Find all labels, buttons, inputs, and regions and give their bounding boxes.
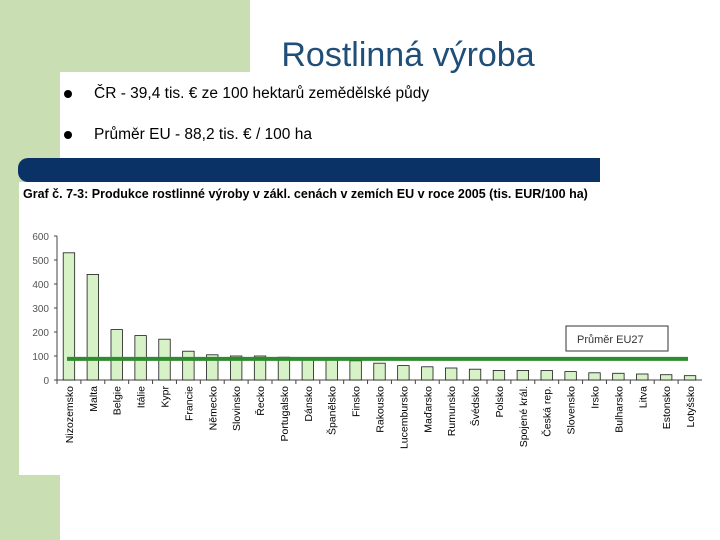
x-tick-label: Dánsko: [303, 386, 315, 422]
x-tick-label: Rumunsko: [446, 386, 458, 436]
x-tick-label: Rakousko: [375, 386, 387, 433]
x-tick-label: Litva: [637, 386, 649, 408]
bar: [636, 373, 649, 381]
bar: [492, 369, 506, 381]
bar: [660, 374, 673, 381]
bar: [110, 329, 123, 381]
x-tick-label: Slovensko: [566, 386, 578, 435]
bar: [397, 365, 410, 381]
y-tick-label: 200: [32, 328, 49, 339]
bar: [683, 375, 697, 381]
x-tick-label: Španělsko: [326, 386, 339, 435]
x-tick-label: Itálie: [136, 386, 148, 408]
bar: [540, 370, 553, 381]
bar-chart: 0 100 200 300 400 500 600 Nizozemsko Malta Belgie…: [32, 232, 702, 449]
x-tick-label: Finsko: [351, 386, 363, 417]
bar: [588, 372, 601, 381]
chart-panel: Graf č. 7-3: Produkce rostlinné výroby v…: [19, 182, 706, 475]
x-tick-label: Spojené král.: [518, 386, 530, 447]
x-tick-label: Slovinsko: [231, 386, 243, 431]
x-tick-label: Řecko: [254, 386, 267, 416]
bar: [182, 350, 195, 381]
y-tick-label: 100: [32, 352, 49, 363]
legend-box: [565, 325, 669, 352]
bar: [62, 252, 76, 381]
bullet-text: Průměr EU - 88,2 tis. € / 100 ha: [94, 126, 312, 143]
chart-title: Graf č. 7-3: Produkce rostlinné výroby v…: [23, 187, 588, 201]
x-tick-label: Německo: [207, 386, 219, 431]
y-tick-label: 300: [32, 304, 49, 315]
x-tick-label: Belgie: [112, 386, 124, 415]
bar: [445, 367, 458, 381]
y-tick-label: 0: [43, 376, 49, 387]
x-tick-label: Bulharsko: [613, 386, 625, 433]
bullet-item: ČR - 39,4 tis. € ze 100 hektarů zeměděls…: [64, 84, 429, 125]
bar: [325, 359, 338, 381]
x-tick-label: Polsko: [494, 386, 506, 418]
x-tick-label: Malta: [88, 386, 100, 412]
x-tick-label: Irsko: [590, 386, 602, 409]
bar: [301, 357, 314, 381]
bar: [86, 274, 99, 381]
bar: [421, 366, 434, 381]
x-tick-label: Portugalsko: [279, 386, 291, 442]
bullet-list: ČR - 39,4 tis. € ze 100 hektarů zeměděls…: [64, 84, 429, 166]
title-box: [250, 0, 720, 80]
bar: [612, 372, 625, 381]
bullet-item: Průměr EU - 88,2 tis. € / 100 ha: [64, 125, 429, 166]
bullet-dot-icon: [64, 131, 72, 139]
x-tick-label: Lucembursko: [398, 386, 410, 449]
x-tick-label: Estonsko: [661, 386, 673, 429]
y-tick-label: 500: [32, 256, 49, 267]
bar: [206, 354, 219, 381]
bar: [468, 368, 482, 381]
y-tick-label: 600: [32, 232, 49, 243]
x-tick-label: Kypr: [160, 386, 172, 408]
bullet-dot-icon: [64, 90, 72, 98]
bullet-text: ČR - 39,4 tis. € ze 100 hektarů zeměděls…: [94, 85, 430, 102]
bar: [373, 362, 386, 381]
x-tick-label: Lotyšsko: [685, 386, 697, 428]
x-tick-label: Francie: [183, 386, 195, 421]
bar: [253, 355, 267, 381]
bar: [230, 355, 243, 381]
y-tick-label: 400: [32, 280, 49, 291]
x-tick-label: Česká rep.: [541, 386, 554, 437]
legend-label: Průměr EU27: [577, 334, 644, 346]
bar: [349, 360, 362, 381]
dark-header-bar: [18, 158, 600, 182]
bar: [516, 369, 529, 381]
x-tick-label: Švédsko: [469, 386, 482, 426]
x-tick-label: Nizozemsko: [64, 386, 76, 443]
slide-title: Rostlinná výroba: [281, 36, 535, 74]
bar: [564, 371, 577, 381]
x-tick-label: Maďarsko: [422, 386, 434, 433]
